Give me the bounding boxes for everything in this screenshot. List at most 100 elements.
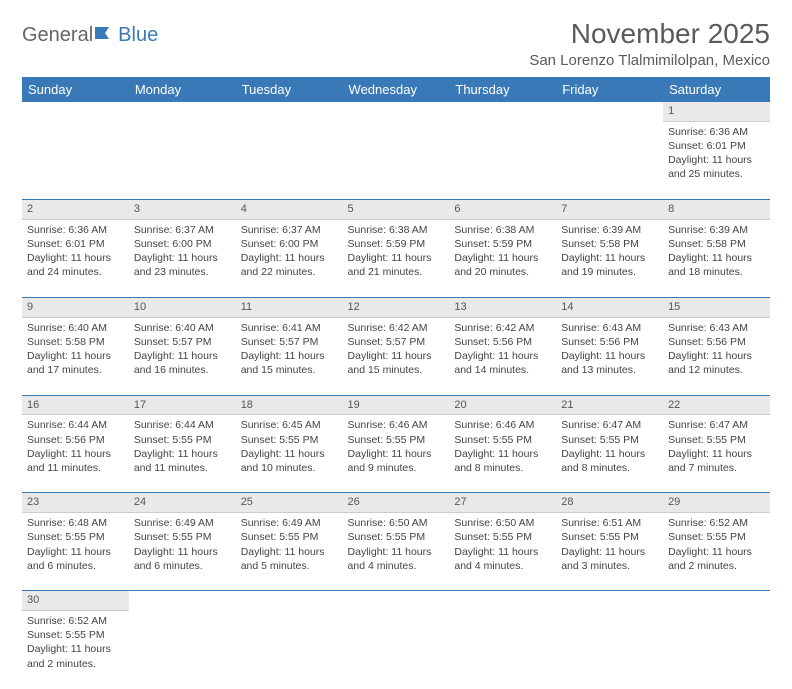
weekday-header-row: Sunday Monday Tuesday Wednesday Thursday… bbox=[22, 77, 770, 102]
day2-text: and 8 minutes. bbox=[454, 461, 551, 475]
day-cell bbox=[236, 611, 343, 689]
sunrise-text: Sunrise: 6:46 AM bbox=[348, 418, 445, 432]
day1-text: Daylight: 11 hours bbox=[454, 545, 551, 559]
sunset-text: Sunset: 5:55 PM bbox=[134, 530, 231, 544]
day2-text: and 15 minutes. bbox=[241, 363, 338, 377]
day-number-cell: 6 bbox=[449, 199, 556, 219]
sunrise-text: Sunrise: 6:39 AM bbox=[668, 223, 765, 237]
day2-text: and 17 minutes. bbox=[27, 363, 124, 377]
sunrise-text: Sunrise: 6:36 AM bbox=[27, 223, 124, 237]
day-number-cell: 13 bbox=[449, 297, 556, 317]
day-number-cell bbox=[129, 102, 236, 121]
sunset-text: Sunset: 5:58 PM bbox=[668, 237, 765, 251]
day2-text: and 18 minutes. bbox=[668, 265, 765, 279]
day2-text: and 11 minutes. bbox=[27, 461, 124, 475]
header: GeneralBlue November 2025 San Lorenzo Tl… bbox=[22, 18, 770, 69]
day2-text: and 23 minutes. bbox=[134, 265, 231, 279]
weekday-header: Sunday bbox=[22, 77, 129, 102]
day2-text: and 21 minutes. bbox=[348, 265, 445, 279]
day-number-cell: 4 bbox=[236, 199, 343, 219]
day-cell: Sunrise: 6:43 AMSunset: 5:56 PMDaylight:… bbox=[556, 317, 663, 395]
day1-text: Daylight: 11 hours bbox=[668, 251, 765, 265]
day1-text: Daylight: 11 hours bbox=[27, 349, 124, 363]
sunset-text: Sunset: 5:55 PM bbox=[454, 530, 551, 544]
sunset-text: Sunset: 5:55 PM bbox=[668, 433, 765, 447]
sunrise-text: Sunrise: 6:43 AM bbox=[561, 321, 658, 335]
day2-text: and 11 minutes. bbox=[134, 461, 231, 475]
sunrise-text: Sunrise: 6:42 AM bbox=[348, 321, 445, 335]
weekday-header: Thursday bbox=[449, 77, 556, 102]
day-cell: Sunrise: 6:38 AMSunset: 5:59 PMDaylight:… bbox=[449, 219, 556, 297]
day2-text: and 5 minutes. bbox=[241, 559, 338, 573]
sunset-text: Sunset: 5:55 PM bbox=[561, 433, 658, 447]
day-number-cell: 14 bbox=[556, 297, 663, 317]
day1-text: Daylight: 11 hours bbox=[27, 447, 124, 461]
day2-text: and 9 minutes. bbox=[348, 461, 445, 475]
day-number-row: 9101112131415 bbox=[22, 297, 770, 317]
day-cell bbox=[343, 121, 450, 199]
day-number-cell bbox=[663, 591, 770, 611]
day-cell: Sunrise: 6:44 AMSunset: 5:55 PMDaylight:… bbox=[129, 415, 236, 493]
day2-text: and 7 minutes. bbox=[668, 461, 765, 475]
day1-text: Daylight: 11 hours bbox=[668, 349, 765, 363]
sunrise-text: Sunrise: 6:45 AM bbox=[241, 418, 338, 432]
sunset-text: Sunset: 5:55 PM bbox=[241, 433, 338, 447]
day-cell: Sunrise: 6:43 AMSunset: 5:56 PMDaylight:… bbox=[663, 317, 770, 395]
day1-text: Daylight: 11 hours bbox=[134, 545, 231, 559]
sunrise-text: Sunrise: 6:36 AM bbox=[668, 125, 765, 139]
day-number-cell: 9 bbox=[22, 297, 129, 317]
day-content-row: Sunrise: 6:52 AMSunset: 5:55 PMDaylight:… bbox=[22, 611, 770, 689]
day-number-cell: 25 bbox=[236, 493, 343, 513]
day-cell: Sunrise: 6:45 AMSunset: 5:55 PMDaylight:… bbox=[236, 415, 343, 493]
day1-text: Daylight: 11 hours bbox=[668, 545, 765, 559]
day-cell: Sunrise: 6:52 AMSunset: 5:55 PMDaylight:… bbox=[663, 513, 770, 591]
day-number-cell: 1 bbox=[663, 102, 770, 121]
day-number-row: 23242526272829 bbox=[22, 493, 770, 513]
sunrise-text: Sunrise: 6:51 AM bbox=[561, 516, 658, 530]
day-cell bbox=[129, 121, 236, 199]
sunset-text: Sunset: 5:56 PM bbox=[27, 433, 124, 447]
day-cell bbox=[556, 121, 663, 199]
day1-text: Daylight: 11 hours bbox=[561, 349, 658, 363]
day-number-cell: 26 bbox=[343, 493, 450, 513]
day-number-cell: 30 bbox=[22, 591, 129, 611]
sunrise-text: Sunrise: 6:40 AM bbox=[134, 321, 231, 335]
sunset-text: Sunset: 5:55 PM bbox=[27, 628, 124, 642]
day-number-cell: 17 bbox=[129, 395, 236, 415]
day-cell: Sunrise: 6:42 AMSunset: 5:57 PMDaylight:… bbox=[343, 317, 450, 395]
day-cell: Sunrise: 6:38 AMSunset: 5:59 PMDaylight:… bbox=[343, 219, 450, 297]
day1-text: Daylight: 11 hours bbox=[27, 642, 124, 656]
sunrise-text: Sunrise: 6:37 AM bbox=[134, 223, 231, 237]
day2-text: and 19 minutes. bbox=[561, 265, 658, 279]
day-cell: Sunrise: 6:46 AMSunset: 5:55 PMDaylight:… bbox=[343, 415, 450, 493]
day-number-row: 2345678 bbox=[22, 199, 770, 219]
sunset-text: Sunset: 5:59 PM bbox=[454, 237, 551, 251]
sunrise-text: Sunrise: 6:38 AM bbox=[348, 223, 445, 237]
day-number-cell: 23 bbox=[22, 493, 129, 513]
day2-text: and 15 minutes. bbox=[348, 363, 445, 377]
day1-text: Daylight: 11 hours bbox=[134, 447, 231, 461]
day-cell bbox=[343, 611, 450, 689]
day-number-cell: 12 bbox=[343, 297, 450, 317]
day-number-cell: 27 bbox=[449, 493, 556, 513]
day-number-cell: 10 bbox=[129, 297, 236, 317]
day1-text: Daylight: 11 hours bbox=[561, 447, 658, 461]
day-cell: Sunrise: 6:50 AMSunset: 5:55 PMDaylight:… bbox=[343, 513, 450, 591]
sunset-text: Sunset: 5:55 PM bbox=[454, 433, 551, 447]
sunrise-text: Sunrise: 6:50 AM bbox=[348, 516, 445, 530]
day2-text: and 20 minutes. bbox=[454, 265, 551, 279]
day-number-cell: 2 bbox=[22, 199, 129, 219]
day2-text: and 22 minutes. bbox=[241, 265, 338, 279]
day-cell: Sunrise: 6:46 AMSunset: 5:55 PMDaylight:… bbox=[449, 415, 556, 493]
day-cell: Sunrise: 6:40 AMSunset: 5:57 PMDaylight:… bbox=[129, 317, 236, 395]
sunset-text: Sunset: 5:57 PM bbox=[241, 335, 338, 349]
day-number-cell bbox=[236, 102, 343, 121]
day-number-cell bbox=[449, 591, 556, 611]
sunset-text: Sunset: 6:00 PM bbox=[241, 237, 338, 251]
day-cell: Sunrise: 6:49 AMSunset: 5:55 PMDaylight:… bbox=[236, 513, 343, 591]
day-number-row: 1 bbox=[22, 102, 770, 121]
day-cell bbox=[129, 611, 236, 689]
day-cell: Sunrise: 6:51 AMSunset: 5:55 PMDaylight:… bbox=[556, 513, 663, 591]
weekday-header: Monday bbox=[129, 77, 236, 102]
day1-text: Daylight: 11 hours bbox=[348, 251, 445, 265]
